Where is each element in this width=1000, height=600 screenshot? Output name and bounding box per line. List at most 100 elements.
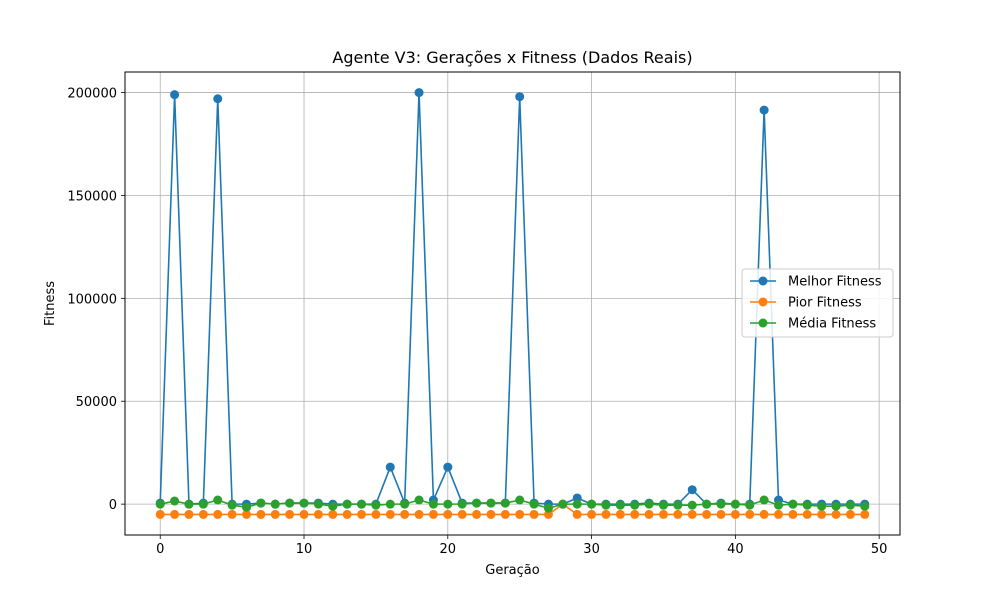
data-point (845, 509, 855, 519)
legend-marker (758, 276, 768, 286)
data-point (457, 509, 467, 519)
data-point (845, 500, 855, 510)
data-point (227, 500, 237, 510)
data-point (730, 499, 740, 509)
data-point (328, 501, 338, 511)
data-point (385, 509, 395, 519)
data-point (572, 493, 582, 503)
data-point (270, 509, 280, 519)
data-point (500, 509, 510, 519)
data-point (357, 499, 367, 509)
y-tick-label: 100000 (67, 292, 117, 307)
data-point (270, 499, 280, 509)
data-point (414, 509, 424, 519)
data-point (299, 509, 309, 519)
legend-label: Média Fitness (788, 317, 876, 332)
data-point (745, 500, 755, 510)
data-point (572, 499, 582, 509)
y-tick-label: 50000 (76, 395, 117, 410)
data-point (817, 509, 827, 519)
data-point (630, 500, 640, 510)
data-point (313, 499, 323, 509)
data-point (285, 498, 295, 508)
data-point (543, 509, 553, 519)
plot-frame (124, 71, 901, 536)
series-pior-fitness (155, 499, 870, 519)
data-point (256, 498, 266, 508)
data-point (241, 509, 251, 519)
x-tick-label: 40 (727, 542, 744, 557)
plot-series (155, 88, 870, 519)
x-axis-label: Geração (485, 563, 539, 578)
x-tick-label: 50 (871, 542, 888, 557)
data-point (587, 509, 597, 519)
data-point (371, 500, 381, 510)
data-point (673, 500, 683, 510)
data-point (342, 509, 352, 519)
data-point (716, 509, 726, 519)
data-point (371, 509, 381, 519)
data-point (313, 509, 323, 519)
data-point (860, 509, 870, 519)
data-point (702, 509, 712, 519)
data-point (443, 499, 453, 509)
data-point (486, 498, 496, 508)
x-tick-label: 10 (296, 542, 313, 557)
y-tick-label: 200000 (67, 87, 117, 102)
data-point (443, 462, 453, 472)
data-point (515, 509, 525, 519)
data-point (357, 509, 367, 519)
legend-item: Melhor Fitness (750, 275, 882, 290)
data-point (241, 502, 251, 512)
data-point (515, 92, 525, 102)
data-point (658, 509, 668, 519)
data-point (831, 509, 841, 519)
data-point (400, 509, 410, 519)
data-point (457, 499, 467, 509)
data-point (802, 500, 812, 510)
data-point (414, 88, 424, 98)
data-point (774, 500, 784, 510)
data-point (529, 509, 539, 519)
grid (125, 72, 900, 535)
data-point (170, 90, 180, 100)
legend-marker (758, 318, 768, 328)
data-point (198, 499, 208, 509)
data-point (630, 509, 640, 519)
data-point (802, 509, 812, 519)
data-point (472, 498, 482, 508)
data-point (155, 509, 165, 519)
data-point (658, 500, 668, 510)
legend: Melhor Fitness Pior Fitness Média Fitness (741, 268, 894, 338)
data-point (817, 501, 827, 511)
y-tick-label: 0 (109, 498, 117, 513)
data-point (730, 509, 740, 519)
y-tick-label: 150000 (67, 189, 117, 204)
data-point (198, 509, 208, 519)
data-point (558, 499, 568, 509)
data-point (285, 509, 295, 519)
data-point (342, 499, 352, 509)
data-point (759, 495, 769, 505)
data-point (385, 462, 395, 472)
data-point (702, 499, 712, 509)
data-point (299, 498, 309, 508)
data-point (687, 500, 697, 510)
data-point (529, 499, 539, 509)
data-point (443, 509, 453, 519)
data-point (155, 499, 165, 509)
data-point (213, 495, 223, 505)
data-point (644, 499, 654, 509)
data-point (673, 509, 683, 519)
data-point (615, 509, 625, 519)
legend-marker (758, 297, 768, 307)
data-point (572, 509, 582, 519)
data-point (543, 503, 553, 513)
data-point (615, 500, 625, 510)
data-point (328, 509, 338, 519)
data-point (486, 509, 496, 519)
data-point (759, 105, 769, 115)
data-point (184, 499, 194, 509)
chart-title: Agente V3: Gerações x Fitness (Dados Rea… (332, 48, 692, 67)
